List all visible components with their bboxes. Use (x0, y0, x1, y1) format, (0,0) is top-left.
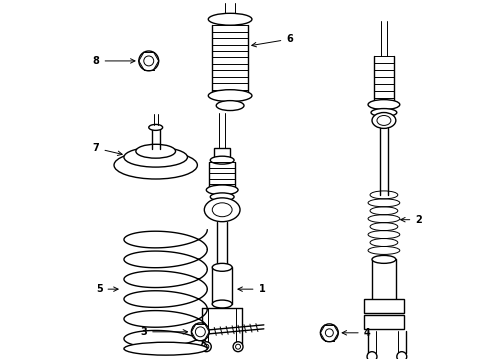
Ellipse shape (210, 156, 234, 164)
Circle shape (397, 352, 407, 360)
Ellipse shape (371, 109, 397, 117)
Ellipse shape (114, 151, 197, 179)
Ellipse shape (136, 144, 175, 158)
Text: 4: 4 (342, 328, 370, 338)
Ellipse shape (208, 13, 252, 25)
Text: 3: 3 (141, 327, 188, 337)
Text: 2: 2 (401, 215, 422, 225)
Ellipse shape (377, 116, 391, 125)
Circle shape (196, 327, 205, 337)
Ellipse shape (212, 264, 232, 271)
Text: 6: 6 (252, 34, 293, 47)
Circle shape (320, 324, 338, 342)
Circle shape (233, 342, 243, 352)
Bar (364, 299, 404, 313)
Circle shape (192, 323, 209, 341)
Ellipse shape (372, 113, 396, 129)
Circle shape (325, 329, 333, 337)
Ellipse shape (149, 125, 163, 130)
Circle shape (139, 51, 159, 71)
Ellipse shape (208, 90, 252, 102)
Circle shape (367, 352, 377, 360)
Ellipse shape (212, 203, 232, 217)
Ellipse shape (212, 300, 232, 308)
Ellipse shape (206, 185, 238, 195)
Circle shape (236, 344, 241, 349)
Text: 1: 1 (238, 284, 265, 294)
Circle shape (201, 342, 211, 352)
Text: 8: 8 (93, 56, 135, 66)
Ellipse shape (124, 342, 207, 355)
Circle shape (144, 56, 154, 66)
Bar (364, 315, 404, 329)
Text: 7: 7 (93, 143, 122, 156)
Ellipse shape (372, 255, 396, 264)
Ellipse shape (124, 147, 188, 167)
Ellipse shape (368, 100, 400, 109)
Ellipse shape (216, 100, 244, 111)
Bar (214, 148, 230, 158)
Ellipse shape (210, 193, 234, 201)
Ellipse shape (204, 198, 240, 222)
Circle shape (204, 344, 209, 349)
Text: 5: 5 (96, 284, 118, 294)
